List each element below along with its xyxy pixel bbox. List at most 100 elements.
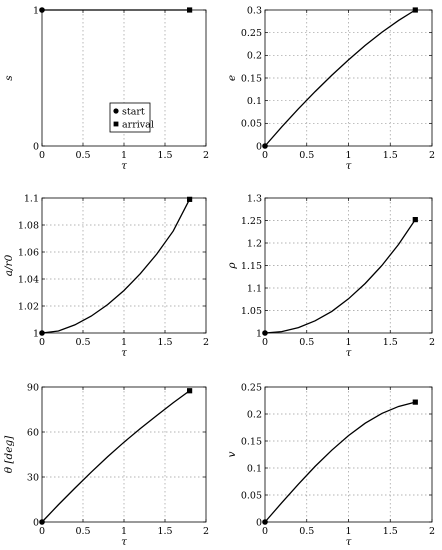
x-tick-label: 0 — [262, 337, 268, 348]
x-tick-label: 1.5 — [157, 526, 172, 537]
x-axis-label: τ — [346, 536, 352, 548]
x-tick-label: 0 — [262, 150, 268, 161]
y-tick-label: 1 — [33, 5, 39, 16]
x-tick-label: 2 — [203, 526, 209, 537]
series-line — [41, 390, 190, 523]
legend: start arrival — [109, 102, 154, 133]
y-tick-label: 60 — [27, 427, 39, 438]
y-tick-label: 0.05 — [241, 119, 262, 130]
x-tick-label: 0.5 — [75, 150, 90, 161]
x-tick-label: 1 — [345, 337, 351, 348]
y-tick-label: 0.2 — [247, 51, 262, 62]
legend-entry-label: start — [122, 106, 145, 117]
x-axis-label: τ — [121, 160, 127, 172]
y-tick-label: 1 — [33, 328, 39, 339]
x-tick-label: 0 — [262, 526, 268, 537]
y-tick-label: 0 — [256, 517, 262, 528]
series-line — [264, 9, 416, 147]
x-tick-label: 2 — [203, 337, 209, 348]
y-tick-label: 1.15 — [241, 261, 262, 272]
y-tick-label: 0.15 — [241, 73, 262, 84]
start-marker — [39, 519, 45, 525]
y-tick-label: 0.2 — [247, 409, 262, 420]
legend-arrival-marker — [113, 121, 119, 127]
x-tick-label: 1.5 — [157, 337, 172, 348]
legend-start-marker — [113, 108, 119, 114]
y-tick-label: 0.05 — [241, 490, 262, 501]
start-marker — [262, 330, 268, 336]
start-marker — [262, 519, 268, 525]
y-tick-label: 0.1 — [247, 96, 262, 107]
x-tick-label: 2 — [429, 526, 435, 537]
series-line — [41, 199, 191, 334]
x-tick-label: 1 — [345, 526, 351, 537]
subplot-5: 0 0.5 1 1.5 2 0 30 60 90 τ θ [deg] — [3, 382, 209, 548]
y-tick-label: 0.15 — [241, 436, 262, 447]
y-axis-label: θ [deg] — [3, 435, 15, 473]
x-tick-label: 1 — [345, 150, 351, 161]
x-axis-label: τ — [346, 347, 352, 359]
y-tick-label: 0.1 — [247, 463, 262, 474]
y-tick-label: 1.25 — [241, 216, 262, 227]
y-tick-label: 1.1 — [24, 193, 39, 204]
x-axis-label: τ — [121, 536, 127, 548]
x-tick-label: 0 — [39, 337, 45, 348]
y-tick-label: 1.3 — [247, 193, 262, 204]
arrival-marker — [187, 388, 193, 394]
y-tick-label: 0.3 — [247, 5, 262, 16]
arrival-marker — [187, 7, 193, 13]
x-tick-label: 1.5 — [383, 526, 398, 537]
series-line — [264, 219, 416, 334]
y-tick-label: 0 — [33, 517, 39, 528]
x-tick-label: 0.5 — [299, 526, 314, 537]
y-tick-label: 0.25 — [241, 382, 262, 393]
y-axis-label: v — [226, 451, 238, 457]
arrival-marker — [187, 196, 193, 202]
y-axis-label: ρ — [226, 262, 238, 270]
x-tick-label: 2 — [429, 150, 435, 161]
y-tick-label: 1.04 — [18, 274, 39, 285]
y-tick-label: 1.08 — [18, 220, 39, 231]
x-tick-label: 2 — [203, 150, 209, 161]
x-tick-label: 0 — [39, 526, 45, 537]
y-tick-label: 1.05 — [241, 306, 262, 317]
arrival-marker — [412, 217, 418, 223]
y-tick-label: 0.25 — [241, 28, 262, 39]
x-tick-label: 0.5 — [299, 150, 314, 161]
x-tick-label: 1.5 — [383, 337, 398, 348]
legend-entry-label: arrival — [122, 119, 154, 130]
y-tick-label: 30 — [27, 472, 39, 483]
y-tick-label: 1.2 — [247, 238, 262, 249]
y-tick-label: 1.02 — [18, 301, 39, 312]
y-tick-label: 90 — [27, 382, 39, 393]
x-tick-label: 0.5 — [75, 337, 90, 348]
grid — [265, 10, 432, 146]
x-tick-label: 1 — [121, 150, 127, 161]
x-tick-label: 0.5 — [75, 526, 90, 537]
x-tick-label: 0.5 — [299, 337, 314, 348]
x-tick-label: 1.5 — [383, 150, 398, 161]
arrival-marker — [412, 7, 418, 13]
legend-box — [109, 102, 151, 133]
x-axis-label: τ — [346, 160, 352, 172]
series-line — [264, 401, 416, 523]
x-tick-label: 0 — [39, 150, 45, 161]
y-tick-label: 0 — [33, 141, 39, 152]
subplot-3: 0 0.5 1 1.5 2 1 1.02 1.04 1.06 1.08 1.1 τ a/r0 — [3, 193, 209, 359]
y-axis-label: e — [226, 75, 238, 81]
start-marker — [262, 143, 268, 149]
x-tick-label: 1 — [121, 337, 127, 348]
arrival-marker — [412, 399, 418, 405]
y-tick-label: 1.06 — [18, 247, 39, 258]
start-marker — [39, 7, 45, 13]
subplot-4: 0 0.5 1 1.5 2 1 1.05 1.1 1.15 1.2 1.25 1.3 τ ρ — [226, 193, 435, 359]
start-marker — [39, 330, 45, 336]
y-tick-label: 1.1 — [247, 283, 262, 294]
y-tick-label: 1 — [256, 328, 262, 339]
x-tick-label: 2 — [429, 337, 435, 348]
grid — [265, 387, 432, 522]
subplot-6: 0 0.5 1 1.5 2 0 0.05 0.1 0.15 0.2 0.25 τ v — [226, 382, 435, 548]
x-tick-label: 1 — [121, 526, 127, 537]
